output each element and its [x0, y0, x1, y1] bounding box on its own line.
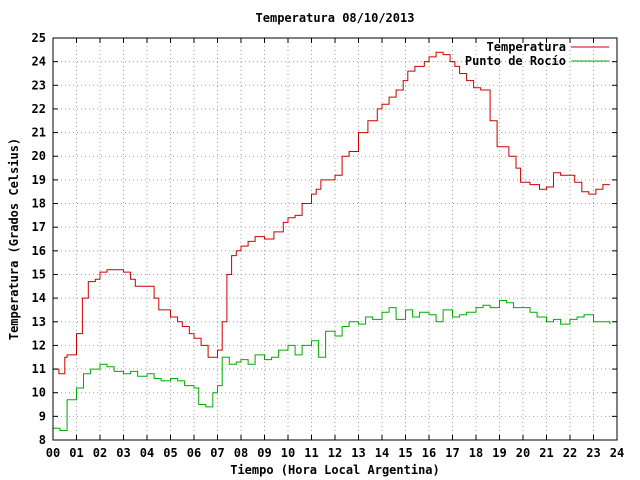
x-axis-label: Tiempo (Hora Local Argentina) [230, 463, 440, 477]
legend-label: Temperatura [487, 40, 566, 54]
x-tick-label: 04 [140, 446, 154, 460]
x-tick-label: 18 [469, 446, 483, 460]
y-tick-label: 10 [32, 386, 46, 400]
y-tick-label: 13 [32, 315, 46, 329]
x-tick-label: 03 [116, 446, 130, 460]
x-tick-label: 05 [163, 446, 177, 460]
y-tick-label: 11 [32, 362, 46, 376]
x-tick-label: 06 [187, 446, 201, 460]
x-tick-label: 11 [304, 446, 318, 460]
y-tick-label: 22 [32, 102, 46, 116]
chart-title: Temperatura 08/10/2013 [256, 11, 415, 25]
y-tick-label: 14 [32, 291, 46, 305]
series-line-punto-de-rocio [53, 300, 611, 431]
x-tick-label: 00 [46, 446, 60, 460]
y-tick-label: 8 [39, 433, 46, 447]
x-tick-label: 01 [69, 446, 83, 460]
y-tick-label: 20 [32, 149, 46, 163]
x-tick-label: 10 [281, 446, 295, 460]
y-tick-label: 24 [32, 55, 46, 69]
y-tick-label: 17 [32, 220, 46, 234]
x-tick-label: 13 [351, 446, 365, 460]
y-tick-label: 23 [32, 78, 46, 92]
grid [53, 38, 617, 440]
x-tick-label: 15 [398, 446, 412, 460]
series-line-temperatura [53, 51, 610, 375]
y-tick-label: 21 [32, 126, 46, 140]
y-tick-label: 15 [32, 267, 46, 281]
x-tick-label: 24 [610, 446, 624, 460]
y-tick-label: 16 [32, 244, 46, 258]
ticks: 00 01 02 03 04 05 06 07 08 09 10 11 12 13 14 15 16 17 18 19… [32, 31, 625, 460]
x-tick-label: 20 [516, 446, 530, 460]
x-tick-label: 22 [563, 446, 577, 460]
x-tick-label: 21 [539, 446, 553, 460]
x-tick-label: 09 [257, 446, 271, 460]
y-tick-label: 25 [32, 31, 46, 45]
x-tick-label: 08 [234, 446, 248, 460]
y-tick-label: 18 [32, 197, 46, 211]
x-tick-label: 12 [328, 446, 342, 460]
x-tick-label: 23 [586, 446, 600, 460]
x-tick-label: 17 [445, 446, 459, 460]
x-tick-label: 02 [93, 446, 107, 460]
x-tick-label: 14 [375, 446, 389, 460]
series-layer [53, 51, 611, 431]
y-tick-label: 12 [32, 338, 46, 352]
x-tick-label: 07 [210, 446, 224, 460]
y-axis-label: Temperatura (Grados Celsius) [7, 138, 21, 340]
y-tick-label: 19 [32, 173, 46, 187]
y-tick-label: 9 [39, 409, 46, 423]
legend-label: Punto de Rocío [465, 54, 566, 68]
x-tick-label: 16 [422, 446, 436, 460]
x-tick-label: 19 [492, 446, 506, 460]
